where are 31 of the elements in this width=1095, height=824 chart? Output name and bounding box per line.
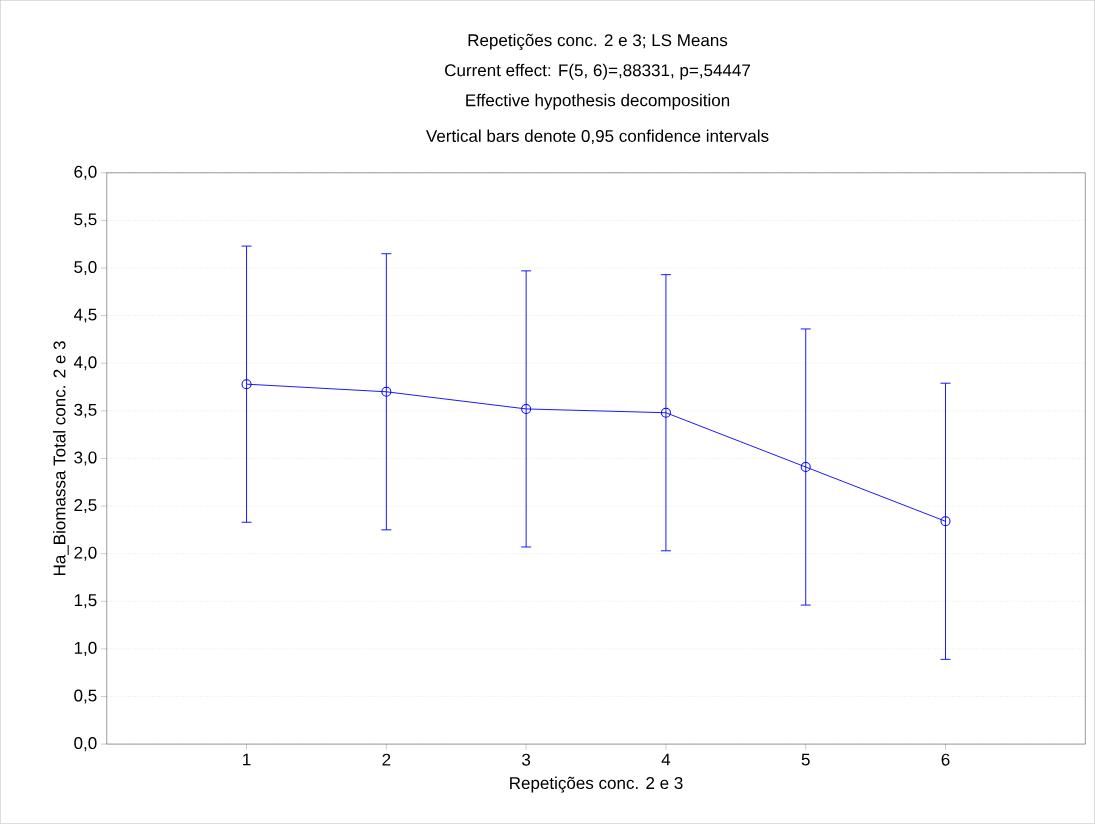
x-tick-label: 1 xyxy=(243,753,251,766)
y-tick-label: 2,0 xyxy=(74,546,97,561)
x-tick-label: 5 xyxy=(801,753,810,766)
y-tick-label: 4,0 xyxy=(73,356,97,371)
y-tick-label: 5,5 xyxy=(74,213,97,228)
y-tick-label: 2,5 xyxy=(74,499,97,514)
y-axis-title: Ha_Biomassa Total conc. 2 e 3 xyxy=(53,341,69,576)
chart-subtitle: Current effect: F(5, 6)=,88331, p=,54447 xyxy=(445,63,750,80)
x-tick-label: 2 xyxy=(382,753,391,766)
y-tick-label: 3,0 xyxy=(74,451,97,466)
y-tick-label: 3,5 xyxy=(74,403,97,418)
x-tick-label: 6 xyxy=(941,753,950,766)
x-axis-title: Repetições conc. 2 e 3 xyxy=(510,776,683,793)
point xyxy=(521,404,532,415)
chart-title: Repetições conc. 2 e 3; LS Means xyxy=(468,33,728,50)
y-tick-label: 4,5 xyxy=(73,308,97,323)
point xyxy=(940,516,951,527)
text: Vertical bars denote 0,95 confidence intervals xyxy=(426,129,769,145)
x-tick-label: 3 xyxy=(522,753,531,766)
x-tick-label: 4 xyxy=(661,753,671,766)
text: Effective hypothesis decomposition xyxy=(466,93,730,110)
point xyxy=(800,462,811,473)
y-tick-label: 1,0 xyxy=(74,641,97,656)
point xyxy=(381,386,392,397)
y-tick-label: 0,0 xyxy=(74,737,97,752)
y-tick-label: 6,0 xyxy=(74,165,97,180)
y-tick-label: 5,0 xyxy=(74,261,97,276)
point xyxy=(660,407,671,418)
point xyxy=(241,379,252,390)
y-tick-label: 1,5 xyxy=(74,594,97,609)
y-tick-label: 0,5 xyxy=(74,689,97,704)
